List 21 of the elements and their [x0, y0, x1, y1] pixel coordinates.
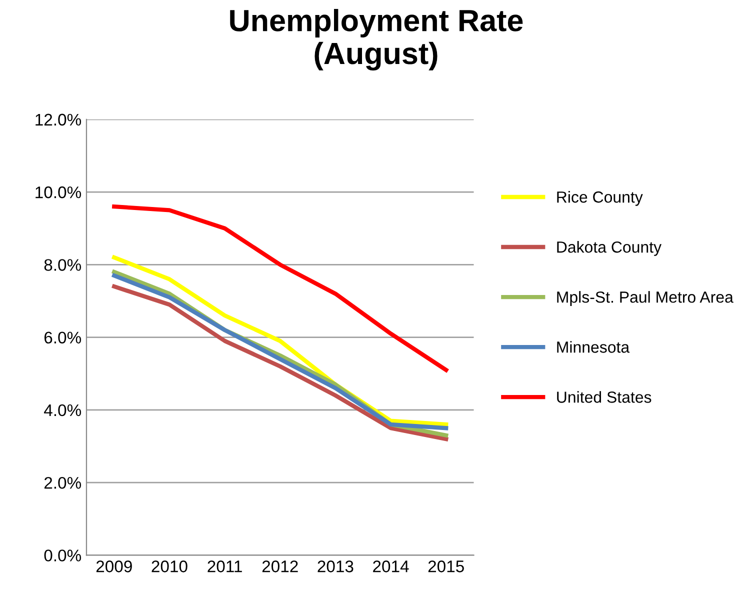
legend-label: Minnesota: [557, 341, 630, 353]
y-tick-label: 12.0%: [36, 114, 82, 126]
y-tick-label: 6.0%: [44, 332, 82, 344]
legend-label: Mpls-St. Paul Metro Area: [557, 291, 734, 306]
y-tick-label: 10.0%: [36, 186, 82, 198]
x-tick-label: 2015: [428, 560, 464, 572]
y-tick-label: 4.0%: [44, 404, 82, 416]
x-tick-label: 2011: [208, 560, 242, 572]
y-tick-label: 0.0%: [44, 550, 82, 562]
y-tick-label: 8.0%: [44, 259, 82, 271]
legend-label: Dakota County: [557, 241, 662, 256]
x-tick-label: 2013: [318, 560, 354, 572]
x-tick-label: 2009: [96, 560, 132, 572]
line-series: [112, 204, 448, 372]
legend-label: Rice County: [557, 191, 643, 206]
legend-label: United States: [557, 391, 652, 403]
y-tick-label: 2.0%: [44, 476, 82, 489]
x-tick-label: 2010: [152, 560, 188, 572]
x-tick-label: 2012: [262, 560, 298, 572]
chart-title: Unemployment Rate (August): [230, 8, 523, 70]
x-tick-label: 2014: [373, 560, 409, 572]
